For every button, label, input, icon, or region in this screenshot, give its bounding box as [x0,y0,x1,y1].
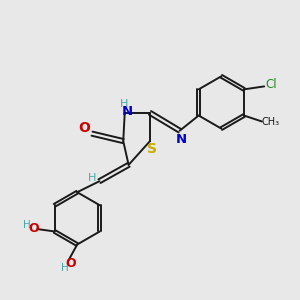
Text: O: O [79,121,91,135]
Text: CH₃: CH₃ [262,117,280,128]
Text: S: S [147,142,158,156]
Text: O: O [65,257,76,270]
Text: H: H [120,99,128,109]
Text: H: H [23,220,31,230]
Text: O: O [28,222,39,235]
Text: N: N [122,106,133,118]
Text: H: H [61,263,69,273]
Text: H: H [88,172,96,183]
Text: N: N [176,133,187,146]
Text: Cl: Cl [266,77,278,91]
